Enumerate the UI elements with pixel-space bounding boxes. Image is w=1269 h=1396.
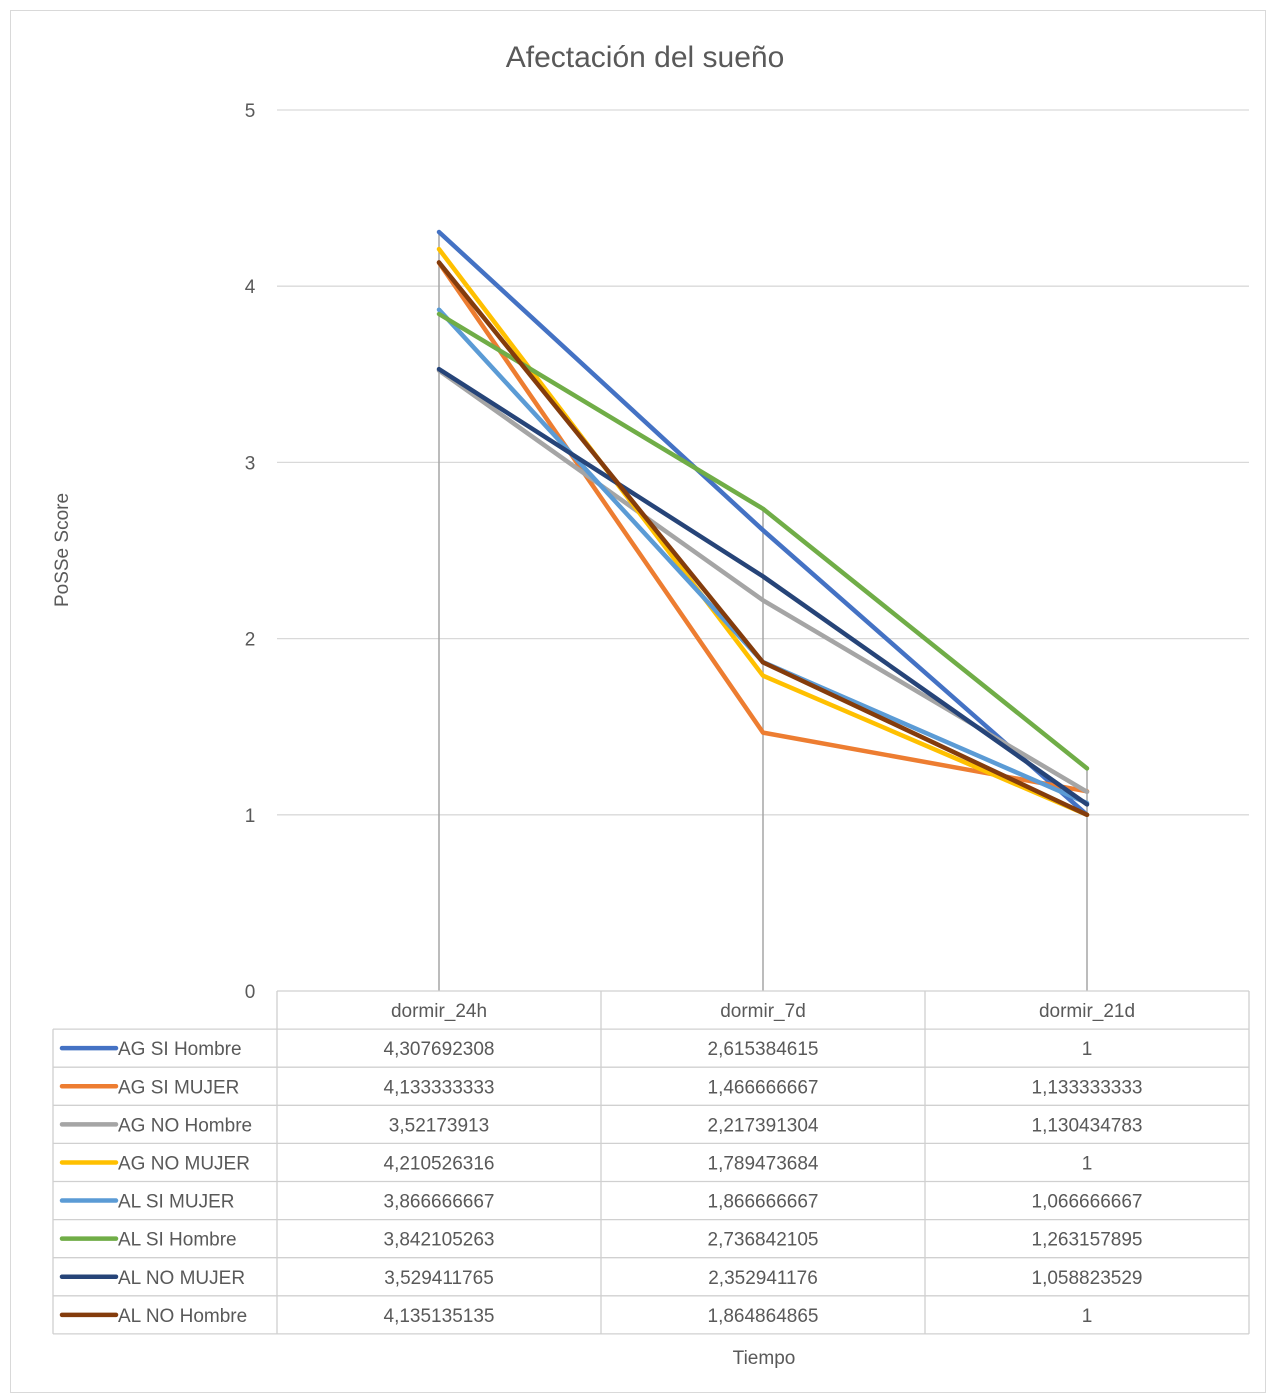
data-value: 1,058823529: [1032, 1268, 1143, 1289]
series-line-ag-si-hombre: [436, 229, 1090, 818]
data-value: 1,263157895: [1032, 1230, 1143, 1251]
data-value: 2,217391304: [708, 1115, 819, 1136]
y-axis-title: PoSSe Score: [52, 493, 73, 607]
data-value: 1: [1082, 1306, 1093, 1327]
chart-title: Afectación del sueño: [506, 41, 785, 74]
data-value: 1,133333333: [1032, 1077, 1143, 1098]
y-tick-label: 2: [245, 630, 256, 651]
data-value: 1,864864865: [708, 1306, 819, 1327]
series-label: AL SI MUJER: [118, 1192, 235, 1213]
y-tick-label: 1: [245, 806, 256, 827]
data-value: 1,130434783: [1032, 1115, 1143, 1136]
data-value: 3,52173913: [389, 1115, 489, 1136]
data-value: 1,466666667: [708, 1077, 819, 1098]
series-label: AL SI Hombre: [118, 1230, 237, 1251]
data-value: 3,842105263: [384, 1230, 495, 1251]
y-tick-label: 5: [245, 101, 256, 122]
series-line-al-no-mujer: [436, 366, 1090, 807]
category-label: dormir_7d: [720, 1001, 806, 1022]
data-value: 4,307692308: [384, 1039, 495, 1060]
category-label: dormir_24h: [391, 1001, 487, 1022]
series-label: AG SI Hombre: [118, 1039, 242, 1060]
series-line-ag-no-mujer: [436, 246, 1090, 818]
data-value: 1,066666667: [1032, 1192, 1143, 1213]
y-tick-label: 3: [245, 453, 256, 474]
series-line-al-no-hombre: [436, 260, 1090, 818]
data-value: 2,615384615: [708, 1039, 819, 1060]
series-label: AG SI MUJER: [118, 1077, 239, 1098]
y-tick-label: 4: [245, 277, 256, 298]
drop-lines: [438, 231, 1088, 991]
data-table: dormir_24h dormir_7d dormir_21d AG SI Hombr…: [52, 990, 1250, 1335]
x-axis-title: Tiempo: [733, 1348, 796, 1369]
series-line-al-si-hombre: [436, 311, 1090, 771]
series-label: AG NO Hombre: [118, 1115, 252, 1136]
data-value: 1,789473684: [708, 1153, 819, 1174]
data-value: 4,135135135: [384, 1306, 495, 1327]
series-label: AG NO MUJER: [118, 1153, 250, 1174]
category-label: dormir_21d: [1039, 1001, 1135, 1022]
y-tick-label: 0: [245, 982, 256, 1003]
series-label: AL NO MUJER: [118, 1268, 245, 1289]
data-value: 4,210526316: [384, 1153, 495, 1174]
data-value: 1: [1082, 1153, 1093, 1174]
series-label: AL NO Hombre: [118, 1306, 247, 1327]
data-value: 3,529411765: [384, 1268, 494, 1289]
data-value: 2,352941176: [708, 1268, 818, 1289]
chart-frame: [10, 10, 1266, 1393]
series-line-ag-si-mujer: [436, 260, 1090, 794]
data-value: 1: [1082, 1039, 1093, 1060]
series-lines: [436, 229, 1090, 818]
y-axis-ticks: 0 1 2 3 4 5: [245, 101, 256, 1003]
data-value: 4,133333333: [384, 1077, 495, 1098]
data-value: 3,866666667: [384, 1192, 495, 1213]
data-value: 1,866666667: [708, 1192, 819, 1213]
data-value: 2,736842105: [708, 1230, 819, 1251]
